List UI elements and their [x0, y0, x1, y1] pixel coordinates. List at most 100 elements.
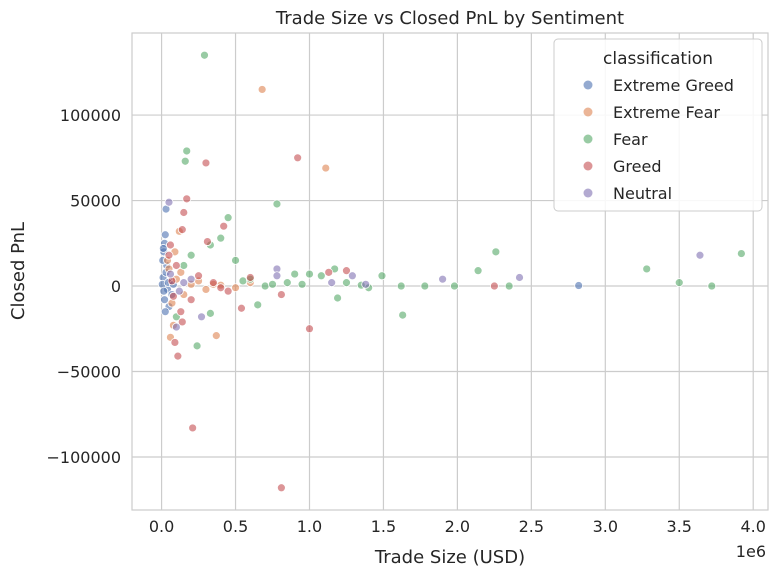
y-tick-label: −100000	[47, 448, 121, 467]
legend-label-neutral: Neutral	[613, 184, 672, 203]
point-greed	[177, 225, 187, 235]
point-neutral	[272, 271, 282, 281]
point-fear	[186, 250, 196, 260]
point-greed	[208, 278, 218, 288]
x-tick-label: 1.5	[371, 517, 396, 536]
x-tick-label: 3.0	[593, 517, 618, 536]
point-greed	[203, 237, 212, 246]
point-greed	[176, 307, 186, 317]
point-fear	[282, 278, 292, 288]
point-greed	[237, 303, 246, 313]
x-tick-label: 0.0	[149, 517, 174, 536]
point-greed	[293, 153, 303, 163]
point-greed	[170, 338, 180, 347]
point-fear	[396, 281, 406, 291]
point-fear	[420, 281, 430, 291]
point-extreme-fear	[257, 85, 267, 94]
point-fear	[736, 249, 746, 258]
point-greed	[324, 267, 334, 277]
point-fear	[180, 156, 190, 166]
point-neutral	[197, 312, 206, 322]
point-neutral	[347, 271, 357, 281]
point-greed	[169, 291, 178, 301]
legend-label-extreme-greed: Extreme Greed	[613, 76, 734, 95]
legend-marker-neutral	[583, 188, 593, 198]
legend: classification Extreme Greed Extreme Fear…	[553, 38, 763, 212]
point-fear	[398, 310, 408, 320]
point-neutral	[361, 279, 371, 289]
point-greed	[173, 351, 183, 361]
legend-label-fear: Fear	[613, 130, 648, 149]
point-fear	[179, 261, 189, 270]
x-tick-label: 4.0	[740, 517, 765, 536]
point-fear	[268, 279, 277, 289]
point-greed	[276, 483, 286, 493]
point-neutral	[186, 274, 196, 284]
point-greed	[164, 250, 174, 260]
point-extreme-fear	[231, 283, 240, 293]
point-greed	[186, 295, 196, 305]
point-neutral	[327, 278, 337, 288]
point-greed	[342, 266, 351, 276]
point-neutral	[438, 274, 448, 284]
series-neutral	[164, 197, 705, 332]
y-tick-label: −50000	[57, 363, 121, 382]
legend-title: classification	[603, 49, 713, 69]
series-fear	[171, 50, 746, 351]
x-tick-label: 1.0	[297, 517, 322, 536]
x-axis-offset-label: 1e6	[736, 542, 766, 561]
point-extreme-greed	[158, 244, 168, 253]
series-greed	[164, 153, 499, 493]
point-fear	[333, 293, 342, 303]
point-extreme-greed	[160, 230, 170, 240]
point-extreme-greed	[159, 286, 169, 296]
y-axis-ticks: −100000 −50000 0 50000 100000	[47, 106, 121, 467]
point-fear	[297, 279, 307, 289]
x-axis-label: Trade Size (USD)	[374, 547, 525, 568]
point-greed	[216, 283, 226, 293]
point-greed	[489, 281, 499, 291]
point-greed	[177, 317, 187, 327]
point-fear	[316, 271, 326, 281]
point-greed	[182, 194, 192, 204]
point-greed	[188, 423, 198, 433]
x-axis-ticks: 0.0 0.5 1.0 1.5 2.0 2.5 3.0 3.5 4.0	[149, 517, 766, 536]
y-tick-label: 0	[111, 277, 121, 296]
point-greed	[171, 261, 181, 270]
point-fear	[450, 281, 459, 291]
point-greed	[305, 324, 314, 334]
y-tick-label: 50000	[70, 192, 121, 211]
legend-marker-fear	[583, 134, 593, 144]
point-fear	[305, 269, 314, 279]
legend-marker-greed	[583, 161, 593, 171]
point-fear	[260, 281, 270, 291]
point-fear	[642, 264, 652, 274]
point-extreme-greed	[160, 307, 170, 317]
point-fear	[253, 300, 263, 310]
point-fear	[272, 199, 282, 209]
point-fear	[491, 247, 501, 257]
point-fear	[223, 213, 233, 223]
point-greed	[166, 240, 175, 250]
chart-title: Trade Size vs Closed PnL by Sentiment	[275, 8, 624, 29]
point-fear	[674, 278, 684, 288]
point-neutral	[166, 269, 175, 279]
point-greed	[276, 290, 286, 299]
point-fear	[200, 50, 209, 60]
point-greed	[245, 273, 255, 282]
point-neutral	[171, 322, 181, 332]
point-fear	[238, 276, 248, 286]
point-greed	[201, 158, 211, 168]
point-extreme-fear	[321, 163, 331, 173]
point-fear	[182, 146, 192, 156]
y-tick-label: 100000	[60, 106, 121, 125]
point-fear	[377, 271, 387, 281]
x-tick-label: 3.5	[667, 517, 692, 536]
legend-marker-extreme-greed	[583, 80, 593, 90]
legend-box	[553, 38, 763, 212]
point-greed	[223, 286, 233, 296]
point-neutral	[695, 250, 705, 260]
y-axis-label: Closed PnL	[8, 222, 29, 320]
point-fear	[473, 266, 483, 276]
